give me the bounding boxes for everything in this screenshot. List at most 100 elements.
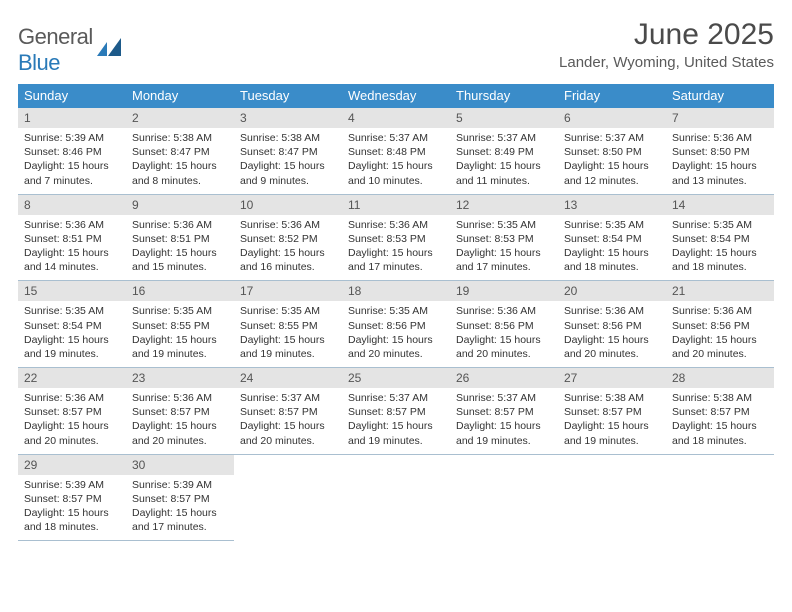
day-number: 17 [234, 281, 342, 301]
logo: General Blue [18, 18, 125, 76]
day-number: 18 [342, 281, 450, 301]
day-info: Sunrise: 5:36 AMSunset: 8:56 PMDaylight:… [558, 304, 666, 361]
calendar-cell: 9Sunrise: 5:36 AMSunset: 8:51 PMDaylight… [126, 195, 234, 282]
day-info: Sunrise: 5:38 AMSunset: 8:57 PMDaylight:… [666, 391, 774, 448]
calendar-cell [558, 455, 666, 542]
day-number: 11 [342, 195, 450, 215]
location-text: Lander, Wyoming, United States [559, 54, 774, 71]
weekday-header: Thursday [450, 84, 558, 108]
day-info: Sunrise: 5:35 AMSunset: 8:54 PMDaylight:… [666, 218, 774, 275]
day-number: 16 [126, 281, 234, 301]
calendar-cell: 24 Sunrise: 5:37 AMSunset: 8:57 PMDayligh… [234, 368, 342, 455]
day-number: 25 [342, 368, 450, 388]
calendar-cell: 16 Sunrise: 5:35 AMSunset: 8:55 PMDayligh… [126, 281, 234, 368]
day-number: 28 [666, 368, 774, 388]
weekday-header: Friday [558, 84, 666, 108]
day-info: Sunrise: 5:36 AMSunset: 8:56 PMDaylight:… [666, 304, 774, 361]
day-number: 2 [126, 108, 234, 128]
day-info: Sunrise: 5:37 AMSunset: 8:57 PMDaylight:… [234, 391, 342, 448]
day-info: Sunrise: 5:35 AMSunset: 8:54 PMDaylight:… [18, 304, 126, 361]
day-number: 26 [450, 368, 558, 388]
calendar-cell: 22 Sunrise: 5:36 AMSunset: 8:57 PMDayligh… [18, 368, 126, 455]
day-info: Sunrise: 5:36 AMSunset: 8:50 PMDaylight:… [666, 131, 774, 188]
calendar-cell: 3 Sunrise: 5:38 AMSunset: 8:47 PMDaylight… [234, 108, 342, 195]
day-info: Sunrise: 5:35 AMSunset: 8:55 PMDaylight:… [126, 304, 234, 361]
day-info: Sunrise: 5:35 AMSunset: 8:53 PMDaylight:… [450, 218, 558, 275]
calendar-cell [666, 455, 774, 542]
day-info: Sunrise: 5:39 AMSunset: 8:57 PMDaylight:… [126, 478, 234, 535]
day-info: Sunrise: 5:38 AMSunset: 8:47 PMDaylight:… [234, 131, 342, 188]
calendar-cell: 26 Sunrise: 5:37 AMSunset: 8:57 PMDayligh… [450, 368, 558, 455]
calendar-cell: 7Sunrise: 5:36 AMSunset: 8:50 PMDaylight… [666, 108, 774, 195]
day-number: 13 [558, 195, 666, 215]
day-info: Sunrise: 5:36 AMSunset: 8:57 PMDaylight:… [18, 391, 126, 448]
weekday-header: Wednesday [342, 84, 450, 108]
day-number: 24 [234, 368, 342, 388]
day-info: Sunrise: 5:35 AMSunset: 8:56 PMDaylight:… [342, 304, 450, 361]
day-info: Sunrise: 5:37 AMSunset: 8:48 PMDaylight:… [342, 131, 450, 188]
day-info: Sunrise: 5:37 AMSunset: 8:57 PMDaylight:… [450, 391, 558, 448]
calendar-cell [450, 455, 558, 542]
weekday-header: Monday [126, 84, 234, 108]
weekday-header: Tuesday [234, 84, 342, 108]
day-info: Sunrise: 5:35 AMSunset: 8:55 PMDaylight:… [234, 304, 342, 361]
calendar-cell: 10Sunrise: 5:36 AMSunset: 8:52 PMDayligh… [234, 195, 342, 282]
calendar-cell: 19Sunrise: 5:36 AMSunset: 8:56 PMDayligh… [450, 281, 558, 368]
day-info: Sunrise: 5:37 AMSunset: 8:49 PMDaylight:… [450, 131, 558, 188]
day-info: Sunrise: 5:36 AMSunset: 8:52 PMDaylight:… [234, 218, 342, 275]
day-info: Sunrise: 5:39 AMSunset: 8:46 PMDaylight:… [18, 131, 126, 188]
calendar-cell: 18 Sunrise: 5:35 AMSunset: 8:56 PMDayligh… [342, 281, 450, 368]
day-number: 8 [18, 195, 126, 215]
calendar-cell: 12Sunrise: 5:35 AMSunset: 8:53 PMDayligh… [450, 195, 558, 282]
day-number: 1 [18, 108, 126, 128]
calendar-cell: 20 Sunrise: 5:36 AMSunset: 8:56 PMDayligh… [558, 281, 666, 368]
calendar-cell: 23 Sunrise: 5:36 AMSunset: 8:57 PMDayligh… [126, 368, 234, 455]
day-info: Sunrise: 5:36 AMSunset: 8:57 PMDaylight:… [126, 391, 234, 448]
calendar-grid: 1 Sunrise: 5:39 AMSunset: 8:46 PMDaylight… [18, 108, 774, 541]
logo-text-blue: Blue [18, 50, 60, 75]
day-info: Sunrise: 5:35 AMSunset: 8:54 PMDaylight:… [558, 218, 666, 275]
month-title: June 2025 [559, 18, 774, 52]
calendar-cell: 1 Sunrise: 5:39 AMSunset: 8:46 PMDaylight… [18, 108, 126, 195]
calendar-cell: 13 Sunrise: 5:35 AMSunset: 8:54 PMDayligh… [558, 195, 666, 282]
weekday-header-row: SundayMondayTuesdayWednesdayThursdayFrid… [18, 84, 774, 108]
day-number: 20 [558, 281, 666, 301]
calendar-cell: 15Sunrise: 5:35 AMSunset: 8:54 PMDayligh… [18, 281, 126, 368]
calendar-cell: 28 Sunrise: 5:38 AMSunset: 8:57 PMDayligh… [666, 368, 774, 455]
day-number: 14 [666, 195, 774, 215]
day-info: Sunrise: 5:39 AMSunset: 8:57 PMDaylight:… [18, 478, 126, 535]
calendar-cell: 25 Sunrise: 5:37 AMSunset: 8:57 PMDayligh… [342, 368, 450, 455]
day-number: 3 [234, 108, 342, 128]
logo-text-general: General [18, 24, 93, 49]
day-number: 22 [18, 368, 126, 388]
day-number: 5 [450, 108, 558, 128]
calendar-cell: 5 Sunrise: 5:37 AMSunset: 8:49 PMDaylight… [450, 108, 558, 195]
weekday-header: Sunday [18, 84, 126, 108]
title-block: June 2025 Lander, Wyoming, United States [559, 18, 774, 71]
calendar-cell: 27Sunrise: 5:38 AMSunset: 8:57 PMDayligh… [558, 368, 666, 455]
day-info: Sunrise: 5:37 AMSunset: 8:50 PMDaylight:… [558, 131, 666, 188]
calendar-cell: 6Sunrise: 5:37 AMSunset: 8:50 PMDaylight… [558, 108, 666, 195]
calendar-cell: 29 Sunrise: 5:39 AMSunset: 8:57 PMDayligh… [18, 455, 126, 542]
day-info: Sunrise: 5:36 AMSunset: 8:56 PMDaylight:… [450, 304, 558, 361]
day-number: 29 [18, 455, 126, 475]
calendar-cell: 30Sunrise: 5:39 AMSunset: 8:57 PMDayligh… [126, 455, 234, 542]
header: General Blue June 2025 Lander, Wyoming, … [18, 18, 774, 76]
calendar-cell: 8Sunrise: 5:36 AMSunset: 8:51 PMDaylight… [18, 195, 126, 282]
calendar-cell [234, 455, 342, 542]
day-info: Sunrise: 5:38 AMSunset: 8:47 PMDaylight:… [126, 131, 234, 188]
logo-text: General Blue [18, 24, 93, 76]
calendar-page: General Blue June 2025 Lander, Wyoming, … [0, 0, 792, 541]
calendar-cell: 4 Sunrise: 5:37 AMSunset: 8:48 PMDaylight… [342, 108, 450, 195]
day-number: 4 [342, 108, 450, 128]
calendar-cell: 21 Sunrise: 5:36 AMSunset: 8:56 PMDayligh… [666, 281, 774, 368]
calendar-cell: 17 Sunrise: 5:35 AMSunset: 8:55 PMDayligh… [234, 281, 342, 368]
day-number: 23 [126, 368, 234, 388]
calendar-cell: 14 Sunrise: 5:35 AMSunset: 8:54 PMDayligh… [666, 195, 774, 282]
day-number: 21 [666, 281, 774, 301]
day-info: Sunrise: 5:37 AMSunset: 8:57 PMDaylight:… [342, 391, 450, 448]
day-info: Sunrise: 5:36 AMSunset: 8:53 PMDaylight:… [342, 218, 450, 275]
calendar-cell: 11 Sunrise: 5:36 AMSunset: 8:53 PMDayligh… [342, 195, 450, 282]
calendar-cell: 2 Sunrise: 5:38 AMSunset: 8:47 PMDaylight… [126, 108, 234, 195]
day-number: 27 [558, 368, 666, 388]
